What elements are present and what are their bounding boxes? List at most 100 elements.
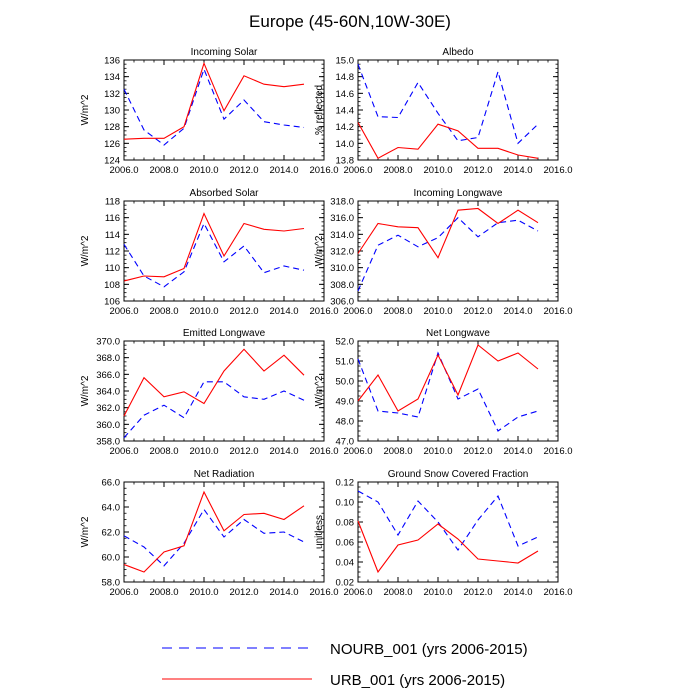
x-tick-label: 2010.0 (189, 165, 218, 176)
y-axis-label: W/m^2 (80, 235, 91, 266)
y-tick-label: 60.0 (102, 553, 121, 564)
x-tick-label: 2006.0 (109, 306, 138, 317)
y-tick-label: 14.8 (336, 72, 355, 83)
x-tick-label: 2008.0 (149, 446, 178, 457)
x-tick-label: 2012.0 (229, 165, 258, 176)
x-tick-label: 2016.0 (543, 165, 572, 176)
panel-title: Absorbed Solar (190, 188, 260, 199)
y-tick-label: 124 (104, 156, 120, 167)
series-line-nourb (123, 222, 305, 288)
series-line-nourb (123, 381, 305, 439)
legend: NOURB_001 (yrs 2006-2015) URB_001 (yrs 2… (162, 641, 528, 689)
figure-title: Europe (45-60N,10W-30E) (249, 12, 451, 31)
x-tick-label: 2006.0 (343, 306, 372, 317)
y-tick-label: 14.6 (336, 89, 355, 100)
chart-panel: Emitted Longwave W/m^2 2006.0 2008.0 2010.0 2… (80, 328, 339, 457)
series-line-urb (123, 348, 305, 417)
panel-title: Ground Snow Covered Fraction (388, 469, 529, 480)
y-axis-label: W/m^2 (314, 235, 325, 266)
y-tick-label: 114 (105, 230, 120, 241)
y-tick-label: 64.0 (102, 503, 121, 514)
x-tick-label: 2006.0 (109, 587, 138, 598)
x-tick-label: 2006.0 (343, 587, 372, 598)
x-tick-label: 2012.0 (229, 446, 258, 457)
y-tick-label: 316.0 (330, 213, 354, 224)
plot-frame (123, 481, 325, 583)
chart-panel: Ground Snow Covered Fraction unitless 2006… (314, 469, 573, 598)
x-tick-label: 2014.0 (269, 587, 298, 598)
chart-panel: Incoming Longwave W/m^2 2006.0 2008.0 2010.0… (314, 188, 573, 317)
x-tick-label: 2006.0 (109, 446, 138, 457)
y-tick-label: 306.0 (330, 297, 354, 308)
y-tick-label: 14.0 (336, 139, 355, 150)
y-tick-label: 62.0 (102, 528, 121, 539)
y-tick-label: 132 (104, 89, 120, 100)
y-tick-label: 15.0 (336, 56, 355, 67)
y-tick-label: 368.0 (96, 353, 120, 364)
y-tick-label: 358.0 (96, 437, 120, 448)
panel-title: Incoming Longwave (414, 188, 503, 199)
x-tick-label: 2008.0 (149, 165, 178, 176)
series-line-nourb (357, 351, 539, 432)
y-tick-label: 0.10 (336, 498, 355, 509)
y-tick-label: 366.0 (96, 370, 120, 381)
x-tick-label: 2010.0 (189, 587, 218, 598)
x-tick-label: 2014.0 (503, 587, 532, 598)
x-tick-label: 2006.0 (343, 165, 372, 176)
y-tick-label: 106 (104, 297, 120, 308)
y-tick-label: 50.0 (336, 377, 355, 388)
plot-frame (357, 59, 559, 161)
y-tick-label: 312.0 (330, 247, 354, 258)
y-tick-label: 308.0 (330, 280, 354, 291)
series-line-urb (357, 122, 539, 160)
series-line-nourb (123, 508, 305, 567)
y-tick-label: 112 (105, 247, 120, 258)
panel-title: Emitted Longwave (183, 328, 266, 339)
x-tick-label: 2012.0 (463, 165, 492, 176)
y-tick-label: 314.0 (330, 230, 354, 241)
series-line-nourb (357, 64, 539, 145)
y-tick-label: 136 (104, 56, 120, 67)
x-tick-label: 2012.0 (463, 306, 492, 317)
panel-title: Incoming Solar (191, 47, 258, 58)
y-tick-label: 360.0 (96, 420, 120, 431)
y-tick-label: 58.0 (102, 578, 121, 589)
legend-label-nourb: NOURB_001 (yrs 2006-2015) (330, 641, 528, 658)
panels: Incoming Solar W/m^2 2006.0 2008.0 2010.0 201… (80, 47, 573, 598)
x-tick-label: 2014.0 (269, 165, 298, 176)
y-tick-label: 134 (104, 72, 120, 83)
y-tick-label: 49.0 (336, 397, 355, 408)
x-tick-label: 2016.0 (543, 446, 572, 457)
x-tick-label: 2014.0 (503, 165, 532, 176)
x-tick-label: 2008.0 (383, 306, 412, 317)
x-tick-label: 2016.0 (309, 165, 338, 176)
x-tick-label: 2014.0 (269, 446, 298, 457)
x-tick-label: 2016.0 (309, 587, 338, 598)
series-line-nourb (123, 67, 305, 146)
x-tick-label: 2008.0 (149, 587, 178, 598)
chart-panel: Absorbed Solar W/m^2 2006.0 2008.0 2010.0 201… (80, 188, 339, 317)
series-line-urb (357, 344, 539, 412)
y-axis-label: W/m^2 (80, 375, 91, 406)
plot-frame (123, 340, 325, 442)
x-tick-label: 2014.0 (269, 306, 298, 317)
x-tick-label: 2008.0 (383, 587, 412, 598)
y-tick-label: 51.0 (336, 357, 355, 368)
x-tick-label: 2006.0 (343, 446, 372, 457)
plot-frame (123, 200, 325, 302)
y-tick-label: 0.12 (336, 478, 355, 489)
x-tick-label: 2010.0 (423, 446, 452, 457)
x-tick-label: 2012.0 (463, 446, 492, 457)
series-line-urb (123, 61, 305, 140)
y-tick-label: 47.0 (336, 437, 355, 448)
y-tick-label: 48.0 (336, 417, 355, 428)
x-tick-label: 2012.0 (229, 306, 258, 317)
y-tick-label: 0.06 (336, 538, 355, 549)
y-tick-label: 66.0 (102, 478, 121, 489)
legend-label-urb: URB_001 (yrs 2006-2015) (330, 672, 505, 689)
x-tick-label: 2016.0 (309, 446, 338, 457)
x-tick-label: 2006.0 (109, 165, 138, 176)
plot-frame (357, 481, 559, 583)
y-tick-label: 126 (104, 139, 120, 150)
chart-panel: Net Longwave W/m^2 2006.0 2008.0 2010.0 2012.… (314, 328, 573, 457)
